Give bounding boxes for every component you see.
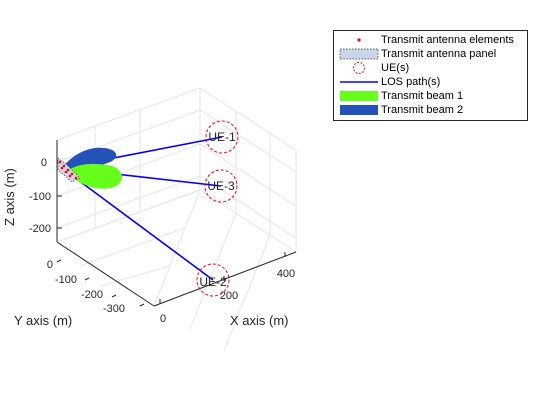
legend-label: Transmit beam 1 [381,90,464,102]
legend-item-ues: UE(s) [334,61,529,75]
z-tick-label: -200 [29,223,51,235]
grid-line [56,143,201,197]
antenna-element [68,174,72,178]
green-patch-icon [340,91,378,101]
blue-line-icon [340,81,378,83]
grid-line [223,234,271,352]
z-tick-label: 0 [41,157,47,169]
transmit-antenna-panel [57,157,81,183]
legend-item-los-paths: LOS path(s) [334,75,529,89]
red-dashed-circle-icon [353,62,365,74]
grid-line [79,227,186,267]
ue-1-label: UE-1 [208,130,236,144]
x-tick-label: 200 [220,290,238,302]
antenna-elements [58,160,78,180]
transmit-beam-1 [66,163,123,189]
legend-label: LOS path(s) [381,76,441,88]
z-axis-label: Z axis (m) [2,168,17,226]
grid-line [189,212,237,330]
y-axis-line [56,241,155,307]
grid-line [99,265,171,287]
y-tick-label: 0 [47,259,53,271]
grid-line [56,189,201,243]
z-tick-label: -100 [29,191,51,203]
antenna-element [64,170,68,174]
legend-label: Transmit antenna panel [381,48,497,60]
axis-lines [56,140,297,307]
grid-line [199,143,297,207]
y-tick [56,259,62,263]
grid-line [199,175,297,239]
legend-item-antenna-panel: Transmit antenna panel [334,47,529,61]
y-tick-label: -200 [81,289,103,301]
ue-3-label: UE-3 [207,179,235,193]
legend-item-antenna-elements: Transmit antenna elements [334,33,529,47]
y-tick-label: -100 [55,274,77,286]
axes-grid [56,87,297,352]
antenna-element [60,166,64,170]
grid-line [199,109,297,173]
ue-3-circle [204,169,238,203]
x-tick-label: 0 [160,313,166,325]
legend-label: Transmit antenna elements [381,34,514,46]
ue-markers: UE-1 UE-3 UE-2 [196,120,239,297]
x-axis-label: X axis (m) [230,313,289,328]
grid-line [153,189,201,307]
legend-item-beam-2: Transmit beam 2 [334,103,529,117]
antenna-element [66,168,70,172]
transmit-beam-2 [62,147,117,169]
grid-back-right-wall [199,87,297,253]
antenna-element [62,164,66,168]
los-path-ue2 [61,167,214,281]
antenna-element [74,176,78,180]
red-dot-marker-icon [357,38,361,42]
y-tick-label: -300 [103,303,125,315]
tick-labels: 0 -100 -200 0 -100 -200 -300 0 200 400 [29,157,295,325]
grid-line [56,175,201,229]
legend-item-beam-1: Transmit beam 1 [334,89,529,103]
dotted-panel-icon [339,48,379,60]
y-tick [111,294,117,298]
ue-2-label: UE-2 [199,275,227,289]
antenna-element [70,172,74,176]
legend: Transmit antenna elements Transmit anten… [333,30,528,121]
blue-patch-icon [340,105,378,115]
y-tick [84,277,90,281]
x-tick-label: 400 [277,268,295,280]
x-axis-line [153,251,297,307]
ue-2-circle [196,263,230,297]
legend-label: UE(s) [381,62,410,74]
legend-label: Transmit beam 2 [381,104,464,116]
y-tick [139,303,145,307]
ue-1-circle [205,120,239,154]
y-axis-label: Y axis (m) [14,313,72,328]
antenna-element [58,160,62,164]
